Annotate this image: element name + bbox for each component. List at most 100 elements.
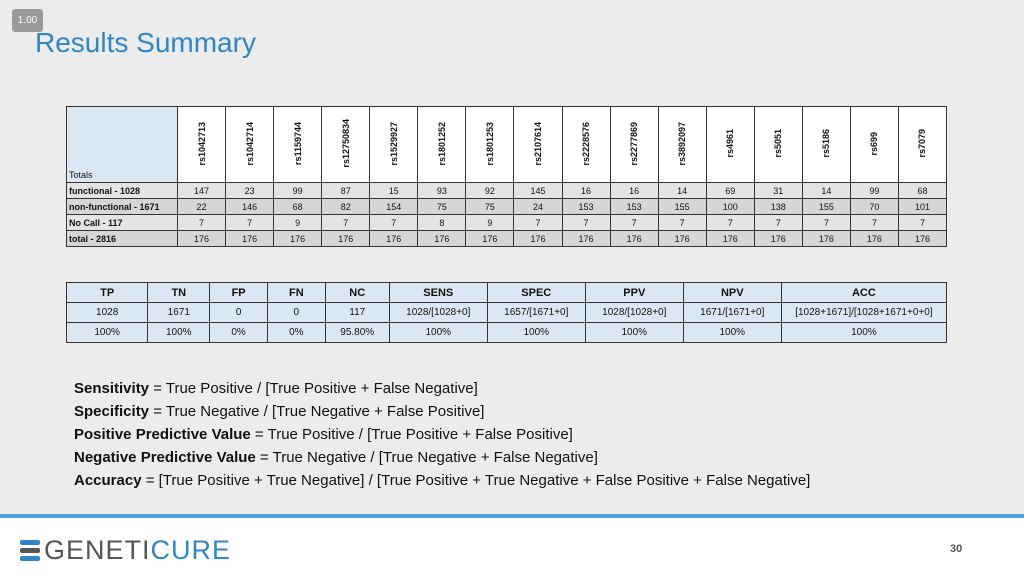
snp-column-label: rs2228576: [581, 121, 592, 166]
table-cell: 23: [225, 182, 275, 199]
definition-formula: = True Negative / [True Negative + False…: [149, 403, 485, 420]
totals-table: Totals rs1042713 rs1042714 rs1159744 rs12750…: [66, 106, 948, 247]
metric-header: SENS: [388, 282, 488, 303]
footer-divider: [0, 514, 1024, 518]
table-cell: 176: [897, 230, 948, 247]
snp-column-label: rs7079: [917, 129, 928, 158]
definition-term: Sensitivity: [74, 380, 150, 397]
totals-corner-label: Totals: [66, 106, 178, 183]
table-cell: 14: [801, 182, 851, 199]
table-cell: 1028: [65, 302, 149, 323]
table-cell: 24: [513, 198, 563, 215]
snp-column-header: rs7079: [897, 106, 948, 183]
table-cell: 1028/[1028+0]: [584, 302, 684, 323]
snp-column-header: rs2277869: [609, 106, 659, 183]
snp-column-label: rs1042714: [244, 121, 255, 166]
table-cell: 7: [225, 214, 275, 231]
table-cell: 99: [273, 182, 323, 199]
table-cell: 176: [273, 230, 323, 247]
table-cell: 176: [369, 230, 419, 247]
definition-formula: = True Negative / [True Negative + False…: [255, 449, 598, 466]
table-cell: 1657/[1671+0]: [486, 302, 586, 323]
table-cell: 22: [176, 198, 227, 215]
zoom-badge: 1.00: [12, 9, 43, 32]
snp-column-label: rs1529927: [388, 121, 399, 166]
metric-header: SPEC: [486, 282, 586, 303]
metrics-header-row: TP TN FP FN NC SENS SPEC PPV NPV ACC: [65, 282, 948, 303]
table-cell: 0%: [209, 322, 268, 343]
definition-term: Positive Predictive Value: [74, 426, 251, 443]
table-cell: 31: [753, 182, 803, 199]
table-cell: 100%: [65, 322, 149, 343]
table-cell: 93: [417, 182, 467, 199]
table-cell: 7: [753, 214, 803, 231]
snp-column-header: rs1159744: [273, 106, 323, 183]
snp-column-label: rs3892097: [677, 121, 688, 166]
table-cell: 7: [561, 214, 611, 231]
table-cell: 176: [561, 230, 611, 247]
table-cell: [1028+1671]/[1028+1671+0+0]: [780, 302, 948, 323]
snp-column-header: rs1042714: [225, 106, 275, 183]
table-cell: 117: [324, 302, 390, 323]
table-cell: 176: [609, 230, 659, 247]
definition-formula: = True Positive / [True Positive + False…: [149, 380, 478, 397]
snp-column-header: rs2107614: [513, 106, 563, 183]
metric-header: NC: [324, 282, 390, 303]
definition-formula: = [True Positive + True Negative] / [Tru…: [141, 472, 811, 489]
definition-term: Specificity: [74, 403, 150, 420]
table-cell: 68: [273, 198, 323, 215]
metric-header: ACC: [780, 282, 948, 303]
snp-column-header: rs1801252: [417, 106, 467, 183]
table-cell: 100%: [388, 322, 488, 343]
snp-column-label: rs5186: [821, 129, 832, 158]
page-number: 30: [950, 543, 963, 555]
snp-column-label: rs4961: [725, 129, 736, 158]
table-cell: 7: [176, 214, 227, 231]
table-cell: 154: [369, 198, 419, 215]
snp-column-label: rs1801253: [484, 121, 495, 166]
table-cell: 100%: [584, 322, 684, 343]
table-cell: 100%: [780, 322, 948, 343]
table-row: non-functional - 1671 22 146 68 82 154 75 75 24 1…: [66, 198, 948, 215]
definition-line: Negative Predictive Value = True Negativ…: [74, 446, 810, 469]
snp-column-label: rs1801252: [436, 121, 447, 166]
table-cell: 7: [321, 214, 371, 231]
table-cell: 75: [465, 198, 515, 215]
snp-column-label: rs1042713: [196, 121, 207, 166]
table-cell: 14: [657, 182, 707, 199]
table-cell: 16: [561, 182, 611, 199]
table-cell: 176: [321, 230, 371, 247]
table-cell: 138: [753, 198, 803, 215]
table-cell: 176: [465, 230, 515, 247]
table-cell: 1671: [147, 302, 211, 323]
table-cell: 7: [609, 214, 659, 231]
table-cell: 7: [897, 214, 948, 231]
metric-header: TP: [65, 282, 149, 303]
table-cell: 176: [176, 230, 227, 247]
logo-text: GENETICURE: [44, 535, 231, 566]
table-cell: 176: [657, 230, 707, 247]
company-logo: GENETICURE: [20, 535, 231, 566]
logo-text-part1: GENETI: [44, 535, 151, 565]
totals-header-row: Totals rs1042713 rs1042714 rs1159744 rs12750…: [66, 106, 948, 183]
table-cell: 68: [897, 182, 948, 199]
snp-column-label: rs5051: [773, 129, 784, 158]
snp-column-header: rs5186: [801, 106, 851, 183]
table-cell: 0: [209, 302, 268, 323]
snp-column-label: rs1159744: [292, 121, 303, 166]
table-cell: 1671/[1671+0]: [682, 302, 782, 323]
snp-column-header: rs5051: [753, 106, 803, 183]
definition-formula: = True Positive / [True Positive + False…: [250, 426, 573, 443]
row-label: No Call - 117: [66, 214, 178, 231]
table-cell: 7: [369, 214, 419, 231]
metric-header: NPV: [682, 282, 782, 303]
totals-body: functional - 1028 147 23 99 87 15 93 92 145 16 16 1…: [66, 182, 948, 247]
row-label: total - 2816: [66, 230, 178, 247]
table-cell: 9: [465, 214, 515, 231]
table-cell: 7: [801, 214, 851, 231]
table-cell: 7: [513, 214, 563, 231]
table-cell: 100: [705, 198, 755, 215]
table-cell: 82: [321, 198, 371, 215]
table-row: functional - 1028 147 23 99 87 15 93 92 145 16 16 1…: [66, 182, 948, 199]
table-cell: 176: [849, 230, 899, 247]
